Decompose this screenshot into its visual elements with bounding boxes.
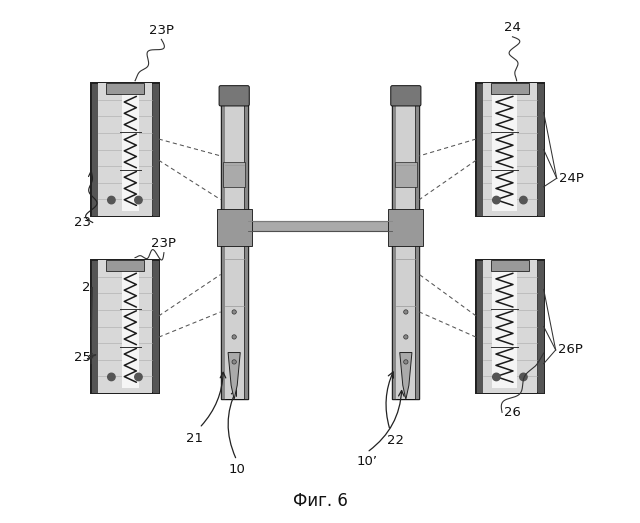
Circle shape (232, 310, 236, 314)
Bar (91, 260, 98, 393)
Bar (492, 88, 516, 211)
Text: 25: 25 (74, 351, 91, 364)
Bar (388, 209, 424, 246)
Polygon shape (400, 353, 412, 400)
Bar (122, 266, 139, 388)
Bar (537, 260, 544, 393)
Bar (491, 260, 529, 271)
Bar (392, 87, 396, 400)
Text: 23Р: 23Р (152, 237, 177, 250)
Bar (91, 83, 159, 216)
Polygon shape (228, 353, 240, 400)
Text: 23: 23 (74, 216, 91, 229)
Bar (395, 162, 417, 187)
Bar (476, 83, 544, 216)
Bar (225, 87, 244, 400)
Circle shape (135, 196, 142, 204)
Bar (415, 87, 419, 400)
Circle shape (520, 373, 527, 381)
Text: Фиг. 6: Фиг. 6 (292, 492, 348, 510)
Bar (221, 87, 248, 400)
Bar (476, 83, 483, 216)
Bar (98, 83, 152, 216)
Text: 25Р: 25Р (82, 281, 107, 294)
Bar (483, 83, 537, 216)
Bar (152, 83, 159, 216)
Bar (91, 260, 159, 393)
Circle shape (108, 373, 115, 381)
Circle shape (404, 360, 408, 364)
Bar (106, 83, 144, 94)
Text: 10: 10 (228, 463, 245, 476)
Text: 23Р: 23Р (149, 24, 174, 37)
Circle shape (135, 373, 142, 381)
Text: 24: 24 (504, 21, 521, 34)
Bar (537, 83, 544, 216)
Circle shape (520, 196, 527, 204)
Bar (392, 87, 419, 400)
Text: 10’: 10’ (356, 456, 378, 468)
Circle shape (232, 360, 236, 364)
Bar (98, 260, 152, 393)
Circle shape (493, 196, 500, 204)
Bar (223, 162, 245, 187)
Circle shape (404, 335, 408, 339)
Text: 26Р: 26Р (558, 344, 583, 357)
Circle shape (108, 196, 115, 204)
Circle shape (404, 310, 408, 314)
Circle shape (493, 373, 500, 381)
Bar (491, 83, 529, 94)
Bar (476, 260, 544, 393)
Circle shape (232, 335, 236, 339)
Bar (216, 209, 252, 246)
FancyBboxPatch shape (219, 86, 249, 106)
Bar (396, 87, 415, 400)
FancyBboxPatch shape (391, 86, 421, 106)
Text: 21: 21 (186, 432, 203, 445)
Bar (483, 260, 537, 393)
Bar (221, 87, 225, 400)
Bar (122, 88, 139, 211)
Bar (106, 260, 144, 271)
Bar (244, 87, 248, 400)
Text: 24Р: 24Р (559, 172, 584, 185)
Bar (476, 260, 483, 393)
Text: 26: 26 (504, 406, 521, 419)
Bar (152, 260, 159, 393)
Text: 22: 22 (387, 435, 404, 448)
Bar (248, 221, 392, 231)
Bar (91, 83, 98, 216)
Bar (492, 266, 516, 388)
